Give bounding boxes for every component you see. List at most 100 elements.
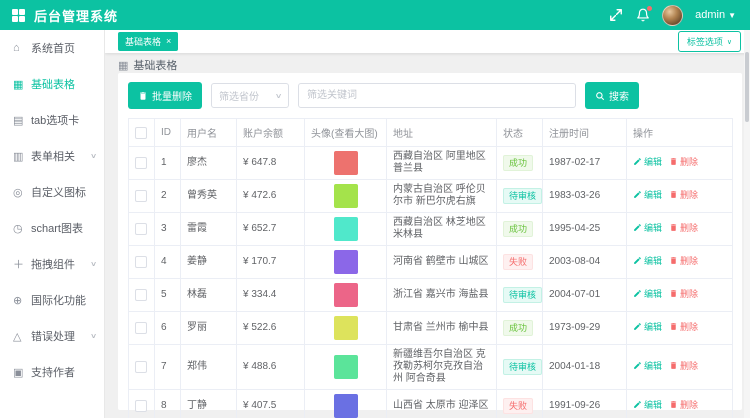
row-checkbox[interactable] (135, 156, 147, 169)
edit-button[interactable]: 编辑 (633, 321, 662, 333)
trash-icon (670, 323, 677, 331)
edit-button[interactable]: 编辑 (633, 288, 662, 300)
cell-id: 2 (154, 179, 181, 213)
sidebar-item-label: 自定义图标 (31, 187, 86, 199)
sidebar-item-label: 国际化功能 (31, 295, 86, 307)
edit-pencil-icon (634, 257, 641, 265)
sidebar-item-basic-table[interactable]: ▦ 基础表格 (0, 66, 104, 102)
sidebar-item-i18n[interactable]: ⊕ 国际化功能 (0, 282, 104, 318)
table-icon: ▦ (13, 78, 24, 91)
scrollbar-thumb[interactable] (745, 52, 749, 122)
tab-basic-table[interactable]: 基础表格 × (118, 32, 179, 51)
table-row: 5 林磊 ¥ 334.4 浙江省 嘉兴市 海盐县 待审核 2004-07-01 编辑 删除 (128, 278, 733, 312)
user-avatar[interactable] (662, 4, 684, 26)
province-select[interactable]: 筛选省份 ∨ (211, 83, 289, 108)
cell-register-date: 2004-01-18 (542, 344, 627, 390)
cell-register-date: 1991-09-26 (542, 389, 627, 418)
table-row: 7 郑伟 ¥ 488.6 新疆维吾尔自治区 克孜勒苏柯尔克孜自治州 阿合奇县 待审核 20… (128, 344, 733, 390)
sidebar-item-home[interactable]: ⌂ 系统首页 (0, 30, 104, 66)
data-table: ID 用户名 账户余额 头像(查看大图) 地址 状态 注册时间 操作 1 廖杰 ¥ 647.8 西藏… (128, 118, 733, 418)
cell-address: 新疆维吾尔自治区 克孜勒苏柯尔克孜自治州 阿合奇县 (386, 344, 497, 390)
sidebar-item-label: 支持作者 (31, 367, 75, 379)
sidebar-item-error[interactable]: △ 错误处理 ∨ (0, 318, 104, 354)
sidebar-item-drag[interactable]: ＋ 拖拽组件 ∨ (0, 246, 104, 282)
sidebar-item-custom-icon[interactable]: ◎ 自定义图标 (0, 174, 104, 210)
tag-options-button[interactable]: 标签选项 ∨ (677, 31, 741, 52)
cell-username: 林磊 (180, 278, 237, 312)
row-checkbox[interactable] (135, 321, 147, 334)
edit-button[interactable]: 编辑 (633, 156, 662, 168)
user-avatar-image[interactable] (333, 355, 358, 379)
status-badge: 待审核 (503, 358, 543, 376)
user-avatar-image[interactable] (333, 283, 358, 307)
cell-register-date: 1983-03-26 (542, 179, 627, 213)
delete-button[interactable]: 删除 (669, 222, 698, 234)
sidebar-item-tabs[interactable]: ▤ tab选项卡 (0, 102, 104, 138)
delete-label: 删除 (680, 288, 699, 299)
edit-button[interactable]: 编辑 (633, 255, 662, 267)
delete-button[interactable]: 删除 (669, 255, 698, 267)
table-row: 3 雷霞 ¥ 652.7 西藏自治区 林芝地区 米林县 成功 1995-04-25 编辑 删除 (128, 212, 733, 246)
status-badge: 失败 (503, 253, 534, 271)
batch-delete-button[interactable]: 批量删除 (128, 82, 202, 109)
row-checkbox[interactable] (135, 255, 147, 268)
user-avatar-image[interactable] (333, 217, 358, 241)
notification-bell-icon[interactable] (635, 5, 653, 23)
status-badge: 失败 (503, 397, 534, 415)
cell-address: 浙江省 嘉兴市 海盐县 (386, 278, 497, 312)
cell-username: 罗丽 (180, 311, 237, 345)
edit-label: 编辑 (644, 321, 663, 332)
row-checkbox[interactable] (135, 288, 147, 301)
close-icon[interactable]: × (166, 36, 172, 46)
sidebar-item-form[interactable]: ▥ 表单相关 ∨ (0, 138, 104, 174)
user-menu[interactable]: admin ▼ (695, 9, 736, 21)
edit-button[interactable]: 编辑 (633, 360, 662, 372)
cell-id: 8 (154, 389, 181, 418)
table-header-row: ID 用户名 账户余额 头像(查看大图) 地址 状态 注册时间 操作 (128, 118, 733, 147)
edit-button[interactable]: 编辑 (633, 189, 662, 201)
delete-button[interactable]: 删除 (669, 399, 698, 411)
edit-button[interactable]: 编辑 (633, 222, 662, 234)
row-checkbox[interactable] (135, 360, 147, 373)
column-header: 操作 (626, 118, 733, 147)
trash-icon (670, 401, 677, 409)
sidebar-item-label: 拖拽组件 (31, 259, 75, 271)
cell-username: 雷霞 (180, 212, 237, 246)
status-badge: 成功 (503, 220, 534, 238)
tab-icon: ▤ (13, 114, 24, 127)
user-avatar-image[interactable] (333, 184, 358, 208)
edit-pencil-icon (634, 224, 641, 232)
custom-icon-icon: ◎ (13, 186, 23, 199)
sidebar-item-support[interactable]: ▣ 支持作者 (0, 354, 104, 390)
user-avatar-image[interactable] (333, 250, 358, 274)
chevron-down-icon: ∨ (89, 153, 98, 160)
row-checkbox[interactable] (135, 189, 147, 202)
delete-button[interactable]: 删除 (669, 360, 698, 372)
column-header: 头像(查看大图) (304, 118, 387, 147)
edit-label: 编辑 (644, 255, 663, 266)
user-name-label: admin (695, 9, 726, 21)
select-all-checkbox[interactable] (135, 126, 147, 139)
sidebar-item-schart[interactable]: ◷ schart图表 (0, 210, 104, 246)
cell-balance: ¥ 522.6 (236, 311, 305, 345)
sidebar-item-label: 系统首页 (31, 43, 75, 55)
delete-button[interactable]: 删除 (669, 321, 698, 333)
support-icon: ▣ (13, 366, 24, 379)
delete-button[interactable]: 删除 (669, 156, 698, 168)
cell-balance: ¥ 170.7 (236, 245, 305, 279)
fullscreen-icon[interactable] (608, 8, 623, 23)
user-avatar-image[interactable] (333, 394, 358, 418)
status-badge: 成功 (503, 154, 534, 172)
delete-button[interactable]: 删除 (669, 189, 698, 201)
search-button[interactable]: 搜索 (585, 82, 639, 109)
row-checkbox[interactable] (135, 222, 147, 235)
user-avatar-image[interactable] (333, 316, 358, 340)
delete-button[interactable]: 删除 (669, 288, 698, 300)
province-select-placeholder: 筛选省份 (219, 92, 259, 103)
user-avatar-image[interactable] (333, 151, 358, 175)
page-scrollbar[interactable] (744, 30, 750, 418)
row-checkbox[interactable] (135, 399, 147, 412)
keyword-input[interactable] (298, 83, 576, 108)
edit-button[interactable]: 编辑 (633, 399, 662, 411)
cell-address: 甘肃省 兰州市 榆中县 (386, 311, 497, 345)
